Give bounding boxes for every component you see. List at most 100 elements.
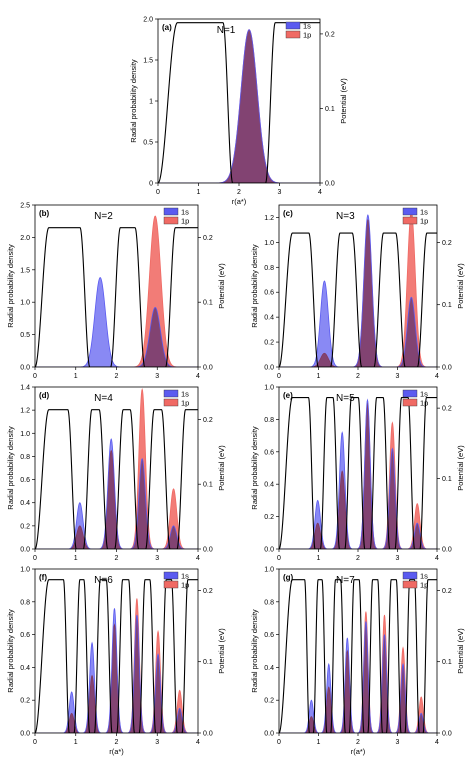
potential-curve: [35, 579, 198, 733]
y-tick-label: 0.0: [264, 547, 274, 554]
y-tick-label: 1.5: [143, 58, 153, 65]
legend-swatch-1s: [402, 389, 418, 398]
y-tick-label: 0.0: [264, 365, 274, 372]
y2-tick-label: 0.1: [203, 300, 213, 307]
legend-label-1s: 1s: [303, 22, 311, 31]
y-axis-label: Radial probability density: [6, 609, 15, 693]
legend-swatch-1s: [285, 21, 301, 30]
y-tick-label: 0.6: [20, 477, 30, 484]
y2-tick-label: 0.1: [325, 106, 335, 113]
y-tick-label: 0.4: [264, 665, 274, 672]
y2-tick-label: 0.0: [325, 181, 335, 188]
potential-curve: [279, 579, 437, 733]
axes-frame: [278, 568, 438, 734]
legend-label-1s: 1s: [420, 208, 428, 217]
series-1p-line: [279, 611, 437, 733]
y-tick-label: 0.6: [264, 632, 274, 639]
legend-label-1s: 1s: [420, 390, 428, 399]
panel-n-6: 0 1 2 3 40.00.20.40.60.81.00.00.10.2(f) N=6 1s…: [6, 567, 226, 757]
y-tick-label: 0.6: [264, 449, 274, 456]
panel-label: (g): [283, 573, 294, 582]
x-axis-label: r(a*): [351, 747, 366, 756]
y-tick-label: 0.2: [264, 698, 274, 705]
y-tick-label: 1.0: [264, 567, 274, 574]
y-axis-label: Radial probability density: [129, 59, 138, 143]
y-tick-label: 0.6: [20, 632, 30, 639]
x-tick-label: 4: [318, 189, 322, 196]
y-tick-label: 0.8: [264, 417, 274, 424]
y2-tick-label: 0.1: [442, 302, 452, 309]
panel-label: (c): [283, 209, 293, 218]
y-tick-label: 0.2: [264, 340, 274, 347]
x-tick-label: 3: [155, 555, 159, 562]
y2-tick-label: 0.1: [442, 659, 452, 666]
x-tick-label: 0: [277, 739, 281, 746]
x-tick-label: 4: [196, 555, 200, 562]
legend-label-1p: 1p: [420, 399, 428, 408]
x-tick-label: 3: [396, 555, 400, 562]
y-tick-label: 2.0: [20, 235, 30, 242]
x-tick-label: 0: [156, 189, 160, 196]
x-tick-label: 1: [197, 189, 201, 196]
plot-area: [35, 215, 198, 367]
y2-tick-label: 0.2: [442, 588, 452, 595]
y-tick-label: 0.4: [264, 315, 274, 322]
series-1p-line: [35, 215, 198, 367]
y-tick-label: 1.0: [20, 300, 30, 307]
legend-swatch-1p: [402, 398, 418, 407]
x-tick-label: 0: [33, 555, 37, 562]
y-tick-label: 0.8: [264, 265, 274, 272]
y-tick-label: 1.2: [20, 408, 30, 415]
series-1s-line: [158, 29, 320, 183]
legend-swatch-1s: [163, 207, 179, 216]
y2-axis-label: Potential (eV): [217, 263, 226, 309]
x-tick-label: 0: [33, 739, 37, 746]
legend-swatch-1p: [163, 216, 179, 225]
y2-axis-label: Potential (eV): [339, 78, 348, 124]
y-tick-label: 0.5: [20, 332, 30, 339]
potential-curve: [35, 227, 198, 367]
panel-label: (f): [39, 573, 47, 582]
legend-label-1p: 1p: [181, 581, 189, 590]
x-axis-label: r(a*): [232, 197, 247, 206]
x-tick-label: 1: [74, 373, 78, 380]
legend-swatch-1p: [163, 580, 179, 589]
x-tick-label: 4: [196, 739, 200, 746]
series-1s-line: [35, 438, 198, 549]
series-1s-line: [35, 277, 198, 367]
x-tick-label: 2: [115, 555, 119, 562]
x-tick-label: 3: [155, 739, 159, 746]
x-tick-label: 1: [317, 555, 321, 562]
y2-tick-label: 0.1: [203, 482, 213, 489]
y-tick-label: 0.4: [264, 482, 274, 489]
x-tick-label: 0: [33, 373, 37, 380]
series-1s-area: [35, 277, 198, 367]
y-tick-label: 0.5: [143, 140, 153, 147]
y-axis-label: Radial probability density: [6, 244, 15, 328]
y-tick-label: 2.0: [143, 17, 153, 24]
panel-n-7: 0 1 2 3 40.00.20.40.60.81.00.00.10.2(g) N=7 1s…: [250, 567, 465, 757]
series-1s-area: [279, 399, 437, 549]
y2-tick-label: 0.2: [203, 417, 213, 424]
legend-swatch-1p: [402, 216, 418, 225]
legend-label-1s: 1s: [181, 572, 189, 581]
panel-label: (b): [39, 209, 50, 218]
plot-area: [35, 388, 198, 549]
y2-tick-label: 0.0: [442, 365, 452, 372]
panel-n-3: 0 1 2 3 40.00.20.40.60.81.01.20.00.10.2(c) N=…: [250, 204, 465, 380]
y2-tick-label: 0.2: [442, 240, 452, 247]
y-tick-label: 1.4: [20, 385, 30, 392]
y2-axis-label: Potential (eV): [456, 263, 465, 309]
legend-swatch-1s: [163, 389, 179, 398]
y-tick-label: 1.0: [264, 385, 274, 392]
legend-label-1p: 1p: [181, 399, 189, 408]
plot-area: [279, 397, 437, 549]
y2-axis-label: Potential (eV): [456, 628, 465, 674]
plot-area: [35, 579, 198, 733]
x-tick-label: 4: [435, 739, 439, 746]
y-tick-label: 0.2: [264, 514, 274, 521]
y-tick-label: 1: [149, 99, 153, 106]
panel-n-2: 0 1 2 3 40.00.51.01.52.02.50.00.10.2(b) N=2 1s…: [6, 203, 226, 381]
